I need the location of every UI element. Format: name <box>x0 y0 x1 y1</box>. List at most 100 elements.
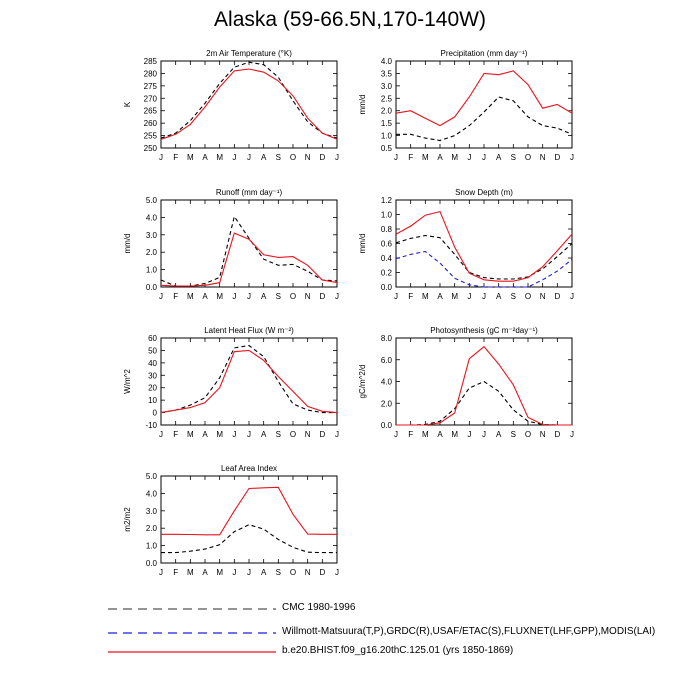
y-tick-label: 0.2 <box>381 269 393 278</box>
y-tick-label: 1.0 <box>381 132 393 141</box>
y-tick-label: 0.0 <box>146 283 158 292</box>
plot-frame <box>395 199 573 288</box>
y-tick-label: 1.0 <box>381 211 393 220</box>
y-tick-label: 40 <box>148 359 157 368</box>
plot-frame <box>160 199 338 288</box>
x-tick-label: S <box>511 292 516 301</box>
x-tick-label: M <box>187 430 194 439</box>
x-tick-label: A <box>261 568 267 577</box>
y-tick-label: 30 <box>148 371 157 380</box>
x-tick-label: A <box>202 292 208 301</box>
x-tick-label: A <box>202 153 208 162</box>
x-tick-label: A <box>496 153 502 162</box>
y-tick-label: 2.5 <box>381 94 393 103</box>
series-line-cmc <box>396 380 572 426</box>
x-tick-label: D <box>319 568 325 577</box>
x-tick-label: M <box>216 568 223 577</box>
y-tick-label: 0.0 <box>381 283 393 292</box>
x-tick-label: A <box>496 430 502 439</box>
x-tick-label: J <box>159 568 163 577</box>
y-tick-label: 8.0 <box>381 334 393 343</box>
x-tick-label: M <box>216 153 223 162</box>
y-axis-label: W/m^2 <box>123 369 132 394</box>
y-tick-label: 1.2 <box>381 196 393 205</box>
series-line-model <box>396 345 572 426</box>
x-tick-label: D <box>554 153 560 162</box>
panel-4: Snow Depth (m) mm/d 0.0 0.2 0.4 0.6 0.8 1.0 1.2 J… <box>358 188 574 301</box>
y-tick-label: 2.0 <box>146 524 158 533</box>
x-tick-label: J <box>247 153 251 162</box>
x-tick-label: D <box>319 292 325 301</box>
x-tick-label: F <box>408 153 413 162</box>
x-tick-label: A <box>437 430 443 439</box>
x-tick-label: O <box>290 430 296 439</box>
y-tick-label: 0 <box>153 409 158 418</box>
plot-frame <box>160 60 338 149</box>
x-tick-label: M <box>216 292 223 301</box>
y-tick-label: 60 <box>148 334 157 343</box>
panel-7: Leaf Area Index m2/m2 0.0 1.0 2.0 3.0 4.0 5.0 J F… <box>123 464 339 577</box>
x-tick-label: D <box>554 292 560 301</box>
x-tick-label: M <box>422 153 429 162</box>
y-axis-label: mm/d <box>358 234 367 254</box>
x-tick-label: M <box>187 568 194 577</box>
y-tick-label: 255 <box>144 132 158 141</box>
x-tick-label: A <box>496 292 502 301</box>
x-tick-label: O <box>525 430 531 439</box>
x-tick-label: J <box>467 153 471 162</box>
series-line-model <box>160 349 338 414</box>
x-tick-label: O <box>290 153 296 162</box>
x-tick-label: F <box>173 430 178 439</box>
series-line-cmc <box>396 96 573 142</box>
x-tick-label: J <box>232 568 236 577</box>
x-tick-label: J <box>159 153 163 162</box>
x-tick-label: D <box>554 430 560 439</box>
x-tick-label: J <box>570 292 574 301</box>
panel-title: Precipitation (mm day⁻¹) <box>441 49 528 58</box>
x-tick-label: J <box>232 430 236 439</box>
x-tick-label: J <box>394 430 398 439</box>
y-tick-label: 260 <box>144 119 158 128</box>
x-tick-label: F <box>408 430 413 439</box>
x-tick-label: M <box>187 292 194 301</box>
x-tick-label: N <box>305 568 311 577</box>
legend-label-obs: Willmott-Matsuura(T,P),GRDC(R),USAF/ETAC… <box>282 626 656 637</box>
panel-2: Precipitation (mm day⁻¹) mm/d 0.5 1.0 1.5 2.0… <box>358 49 574 162</box>
y-tick-label: 0.0 <box>381 421 393 430</box>
y-tick-label: 0.6 <box>381 240 393 249</box>
x-tick-label: N <box>305 430 311 439</box>
x-tick-label: S <box>276 568 281 577</box>
legend-swatch-obs <box>108 632 276 634</box>
panel-1: 2m Air Temperature (°K) K 250 255 260 265 270 2… <box>123 49 339 162</box>
panel-title: Leaf Area Index <box>221 464 277 473</box>
x-tick-label: J <box>570 430 574 439</box>
y-tick-label: 3.5 <box>381 69 393 78</box>
x-tick-label: M <box>422 292 429 301</box>
x-tick-label: D <box>319 153 325 162</box>
legend-label-model: b.e20.BHIST.f09_g16.20thC.125.01 (yrs 18… <box>282 645 514 656</box>
panel-6: Photosynthesis (gC m⁻²day⁻¹) gC/m^2/d 0.0 2… <box>358 326 574 439</box>
x-tick-label: M <box>187 153 194 162</box>
y-tick-label: 270 <box>144 94 158 103</box>
x-tick-label: O <box>290 292 296 301</box>
x-tick-label: J <box>159 430 163 439</box>
y-tick-label: 1.0 <box>146 542 158 551</box>
y-tick-label: 275 <box>144 82 158 91</box>
y-tick-label: 0.0 <box>146 559 158 568</box>
legend-swatch-cmc <box>108 608 276 610</box>
y-tick-label: 280 <box>144 69 158 78</box>
y-tick-label: 2.0 <box>381 107 393 116</box>
panel-title: 2m Air Temperature (°K) <box>206 49 292 58</box>
series-line-model <box>160 68 338 140</box>
y-tick-label: 250 <box>144 144 158 153</box>
x-tick-label: M <box>422 430 429 439</box>
y-tick-label: 0.4 <box>381 254 393 263</box>
x-tick-label: J <box>482 292 486 301</box>
y-axis-label: mm/d <box>123 234 132 254</box>
series-line-cmc <box>161 524 337 554</box>
x-tick-label: J <box>159 292 163 301</box>
x-tick-label: O <box>290 568 296 577</box>
y-tick-label: -10 <box>145 421 157 430</box>
x-tick-label: F <box>173 292 178 301</box>
